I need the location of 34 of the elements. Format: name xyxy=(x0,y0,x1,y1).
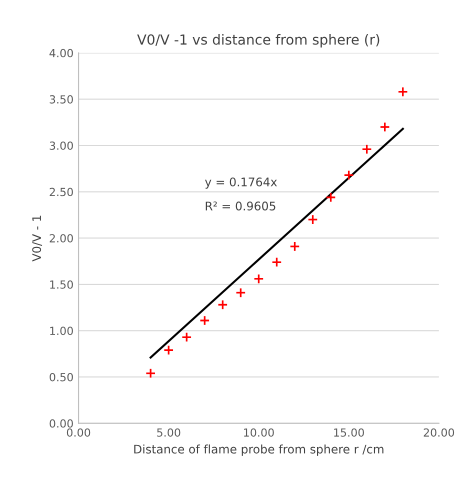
point xyxy=(272,256,282,268)
annotation: y = 0.1764x xyxy=(205,177,277,189)
y-tick-label: 2.00 xyxy=(50,234,73,242)
point xyxy=(344,170,354,180)
annotation: R² = 0.9605 xyxy=(206,202,276,210)
x-tick-label: 5.00 xyxy=(157,428,180,437)
point xyxy=(398,86,408,98)
y-tick-label: 2.50 xyxy=(50,188,73,196)
y-tick-label: 3.50 xyxy=(50,95,73,104)
point xyxy=(326,192,336,203)
point xyxy=(181,332,192,342)
point xyxy=(145,368,156,379)
y-tick-label: 3.00 xyxy=(50,141,73,150)
point xyxy=(290,241,300,252)
point xyxy=(380,122,390,132)
x-axis-title: Distance of flame probe from sphere r /cm xyxy=(134,444,384,456)
x-tick-label: 20.00 xyxy=(424,428,454,437)
y-axis-title: V0/V - 1 xyxy=(32,216,42,262)
chart-title: V0/V -1 vs distance from sphere (r) xyxy=(137,34,380,48)
y-tick-label: 0.00 xyxy=(50,419,73,428)
y-tick-label: 1.00 xyxy=(50,326,73,336)
x-tick-label: 0.00 xyxy=(66,428,90,437)
y-tick-label: 4.00 xyxy=(49,48,73,58)
point xyxy=(362,144,372,154)
x-tick-label: 15.00 xyxy=(334,428,364,437)
point xyxy=(308,214,318,225)
y-tick-label: 1.50 xyxy=(50,280,73,289)
point xyxy=(235,288,246,298)
point xyxy=(253,274,264,284)
y-tick-label: 0.50 xyxy=(50,372,73,382)
point xyxy=(199,315,210,326)
point xyxy=(217,300,228,310)
point xyxy=(163,344,174,356)
x-tick-label: 10.00 xyxy=(244,428,274,437)
